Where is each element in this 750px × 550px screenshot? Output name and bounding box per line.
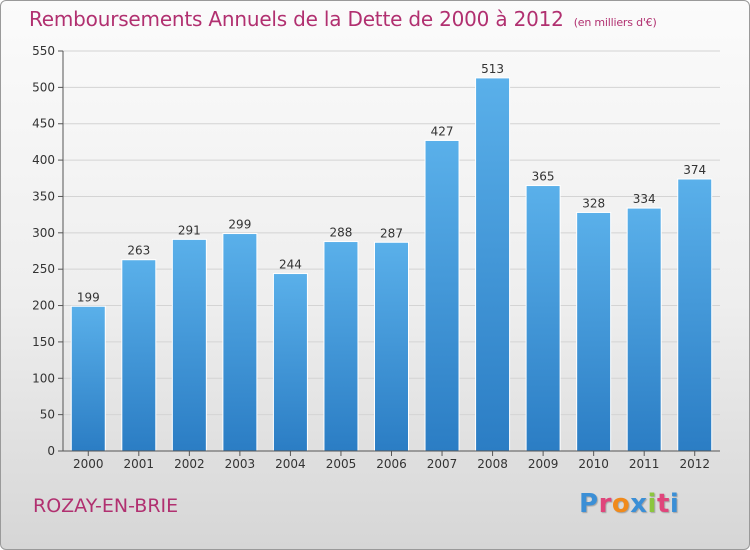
- value-label-2002: 291: [178, 223, 201, 237]
- bar-2009: [525, 185, 561, 452]
- axes: [58, 50, 720, 456]
- value-label-2009: 365: [532, 170, 555, 184]
- x-tick-label-2007: 2007: [427, 457, 458, 471]
- bar-2010: [576, 211, 612, 452]
- bar-2003: [222, 233, 258, 452]
- value-label-2011: 334: [633, 192, 656, 206]
- y-tick-label-150: 150: [32, 335, 55, 349]
- value-label-2007: 427: [431, 124, 454, 138]
- x-tick-label-2005: 2005: [326, 457, 357, 471]
- x-tick-label-2006: 2006: [376, 457, 407, 471]
- bar-2001: [121, 259, 157, 452]
- bar-2005: [323, 241, 359, 452]
- bar-2012: [677, 178, 713, 452]
- value-label-2012: 374: [683, 163, 706, 177]
- x-tick-label-2009: 2009: [528, 457, 559, 471]
- logo-letter: r: [598, 489, 612, 519]
- x-tick-label-2003: 2003: [225, 457, 256, 471]
- logo-letter: t: [656, 489, 670, 519]
- y-tick-label-200: 200: [32, 299, 55, 313]
- logo-letter: i: [669, 489, 680, 519]
- x-tick-label-2012: 2012: [679, 457, 710, 471]
- x-tick-label-2004: 2004: [275, 457, 306, 471]
- x-tick-label-2001: 2001: [124, 457, 155, 471]
- bar-2006: [374, 241, 409, 452]
- value-label-2005: 288: [330, 226, 353, 240]
- y-tick-label-300: 300: [32, 226, 55, 240]
- bar-2002: [171, 238, 207, 452]
- value-label-2010: 328: [582, 196, 605, 210]
- labels: 0 50 100 150 200 250 300 350 400 450 500 550 199 2000…: [32, 44, 710, 471]
- logo-letter: i: [647, 489, 657, 519]
- logo-letter: o: [611, 489, 631, 519]
- proxiti-logo[interactable]: Proxiti: [579, 489, 679, 519]
- value-label-2004: 244: [279, 258, 302, 272]
- y-tick-label-100: 100: [32, 371, 55, 385]
- y-tick-label-0: 0: [47, 444, 55, 458]
- bar-2000: [70, 305, 106, 452]
- chart-title-text: Remboursements Annuels de la Dette de 20…: [29, 7, 564, 31]
- bar-2008: [475, 77, 511, 452]
- chart-subtitle: (en milliers d'€): [573, 16, 657, 29]
- logo-letter: x: [630, 489, 648, 519]
- x-tick-label-2010: 2010: [578, 457, 609, 471]
- city-name: ROZAY-EN-BRIE: [33, 495, 179, 517]
- bar-2011: [626, 207, 662, 452]
- y-tick-label-500: 500: [32, 80, 55, 94]
- y-tick-label-50: 50: [40, 408, 55, 422]
- value-label-2003: 299: [228, 218, 251, 232]
- y-tick-label-400: 400: [32, 153, 55, 167]
- x-tick-label-2000: 2000: [73, 457, 104, 471]
- chart-title: Remboursements Annuels de la Dette de 20…: [29, 7, 657, 31]
- bar-2004: [272, 273, 308, 452]
- y-tick-label-250: 250: [32, 262, 55, 276]
- x-tick-label-2011: 2011: [629, 457, 660, 471]
- value-label-2008: 513: [481, 62, 504, 76]
- x-tick-label-2008: 2008: [477, 457, 508, 471]
- value-label-2006: 287: [380, 226, 403, 240]
- x-tick-label-2002: 2002: [174, 457, 205, 471]
- y-tick-label-550: 550: [32, 44, 55, 58]
- y-tick-label-450: 450: [32, 117, 55, 131]
- bars: [70, 77, 713, 452]
- bar-2007: [424, 139, 460, 452]
- value-label-2001: 263: [127, 244, 150, 258]
- y-tick-label-350: 350: [32, 189, 55, 203]
- logo-letter: P: [579, 489, 599, 519]
- value-label-2000: 199: [77, 290, 100, 304]
